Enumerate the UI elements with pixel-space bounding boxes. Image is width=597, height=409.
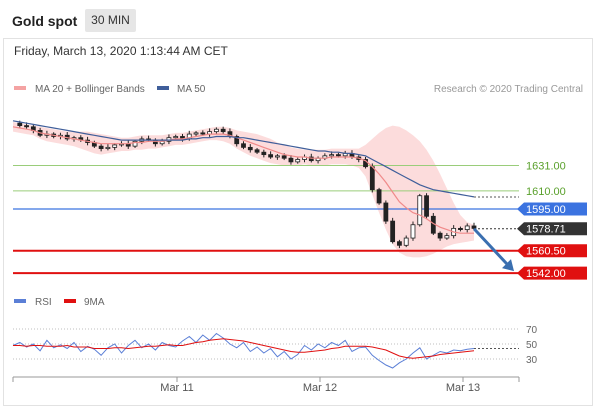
projection-arrow-head [502,259,514,272]
candle-body [410,224,416,239]
level-label-2: 1595.00 [526,204,566,216]
candle-body [329,154,335,157]
candle-body [200,132,206,135]
legend-swatch-ma20 [14,86,26,90]
rsi-ma9-line [13,338,475,359]
chart-credit: Research © 2020 Trading Central [434,84,583,95]
candle-body [295,159,301,163]
moving-averages [12,120,519,272]
candle-body [193,132,199,135]
page-title: Gold spot [12,13,78,29]
candle-body [336,154,341,157]
rsi-tick-2: 30 [526,355,538,366]
candle-body [173,136,179,139]
level-label-5: 1542.00 [526,268,566,280]
candle-body [383,202,389,222]
level-tag-5 [517,266,587,280]
level-label-4: 1560.50 [526,246,566,258]
candle-body [390,220,396,243]
candle-body [254,149,260,153]
level-labels: 1631.00 1610.00 1595.00 1578.71 1560.50 1542.… [517,161,587,280]
candle-body [424,195,429,217]
candle-body [308,156,314,162]
candle-body [281,155,287,159]
level-tag-3 [517,222,587,236]
legend-swatch-9ma [64,299,76,303]
projection-arrow-line [472,227,510,267]
level-tag-4 [517,244,587,258]
x-axis-label-1: Mar 12 [303,382,337,394]
level-tag-2 [517,202,587,216]
candle-body [369,166,375,191]
candle-body [213,128,219,133]
x-axis-label-2: Mar 13 [446,382,480,394]
rsi-panel: 70 50 30 [12,325,538,369]
candle-body [247,146,253,151]
level-label-3: 1578.71 [526,224,566,236]
level-label-0: 1631.00 [526,161,566,173]
candle-body [234,136,240,145]
candle-body [268,154,274,158]
candle-body [98,145,104,149]
timeframe-badge[interactable]: 30 MIN [85,9,136,32]
chart-card: Friday, March 13, 2020 1:13:44 AM CET MA… [3,38,593,406]
candle-body [24,125,29,128]
ma50-line [12,120,475,198]
candle-body [288,157,294,163]
rsi-line [12,332,475,369]
candle-body [274,155,280,158]
legend-label-ma20: MA 20 + Bollinger Bands [35,84,145,95]
candle-body [444,235,450,239]
chart-subtitle: Friday, March 13, 2020 1:13:44 AM CET [14,44,229,58]
x-axis-label-0: Mar 11 [160,382,193,394]
level-label-1: 1610.00 [526,186,566,198]
candle-body [464,225,470,230]
candle-body [132,140,138,147]
candle-body [220,128,226,133]
candle-body [437,232,443,239]
candle-body [471,225,477,229]
x-axis: Mar 11 Mar 12 Mar 13 [12,376,520,394]
legend-label-ma50: MA 50 [177,84,206,95]
candle-body [376,189,382,204]
candle-body [458,227,463,230]
rsi-tick-0: 70 [526,325,538,336]
candle-body [261,151,267,156]
header: Gold spot 30 MIN [0,0,597,38]
candle-body [397,241,402,246]
legend-swatch-rsi [14,299,26,303]
candle-body [105,146,111,149]
candle-body [112,144,118,148]
legend-label-9ma: 9MA [84,297,105,308]
legend-label-rsi: RSI [35,297,52,308]
chart-svg: Friday, March 13, 2020 1:13:44 AM CET MA… [12,44,587,394]
candle-body [417,195,423,226]
rsi-tick-1: 50 [526,340,538,351]
candle-body [17,122,23,127]
legend-swatch-ma50 [157,86,169,90]
price-levels [13,165,519,275]
ma20-line [12,126,474,234]
candle-body [241,143,246,148]
candle-body [403,237,409,246]
